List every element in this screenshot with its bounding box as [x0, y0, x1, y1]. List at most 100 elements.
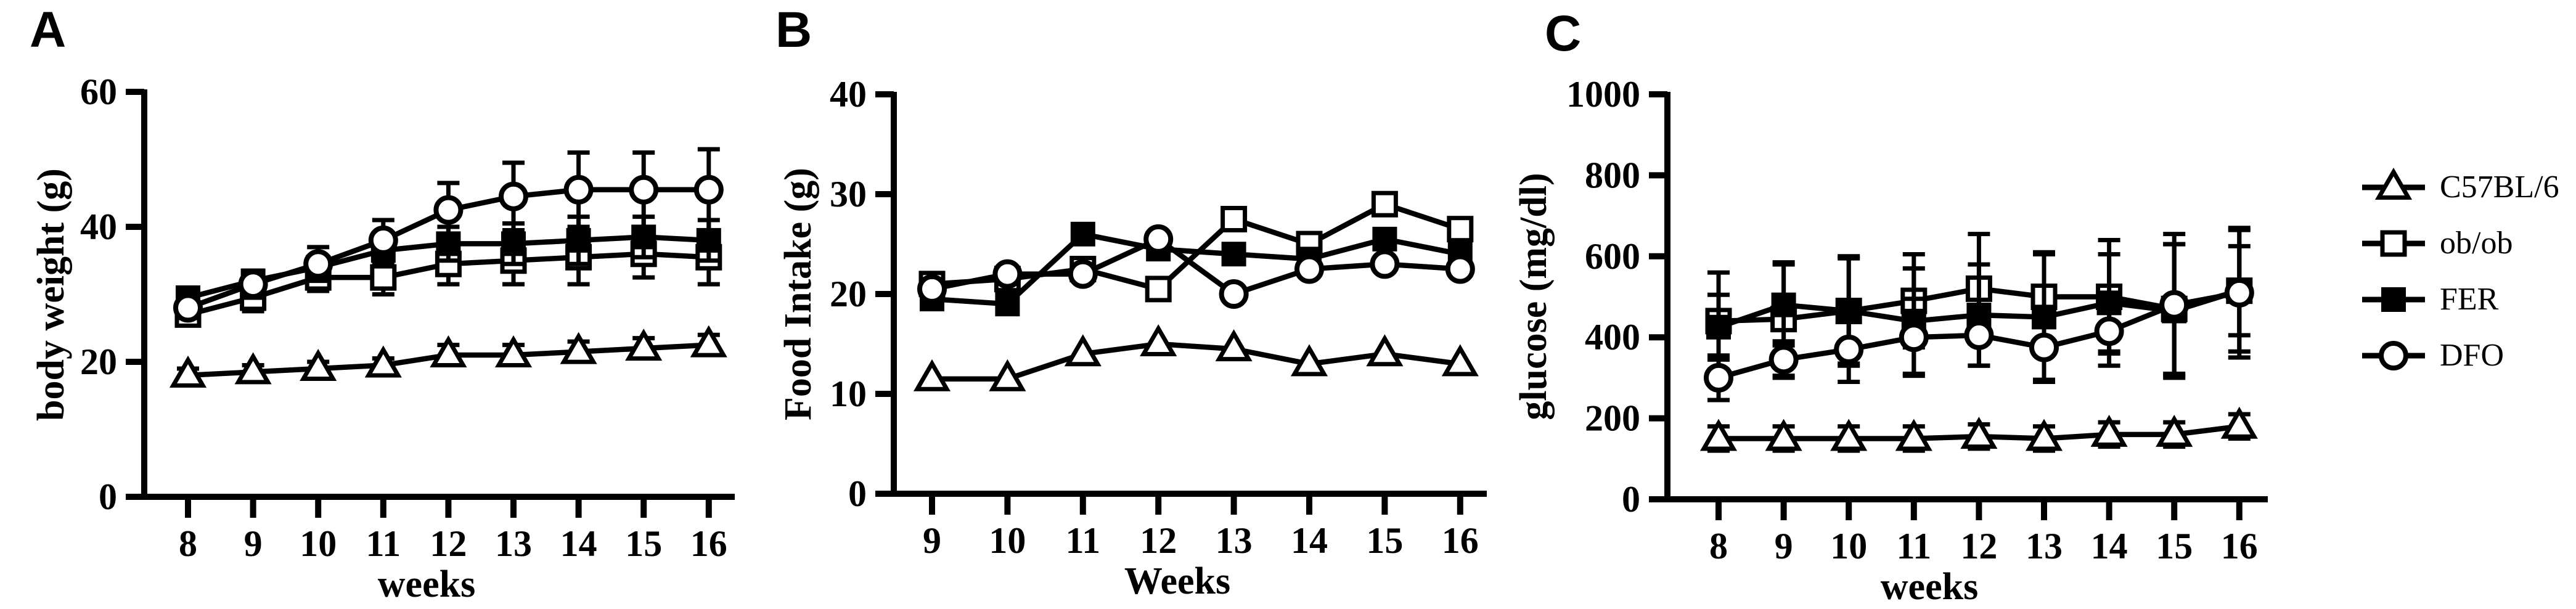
marker-circle-open	[917, 274, 947, 304]
marker-square-filled	[1706, 314, 1731, 340]
marker-circle-open	[1219, 279, 1249, 309]
y-axis-title-body-weight: body weight (g)	[30, 168, 72, 421]
y-tick-label: 20	[830, 274, 867, 314]
plot-area-body-weight: 0 20 40 60 8 9 10 11 12 13 14 15 16	[80, 72, 735, 564]
x-tick-label: 12	[430, 523, 467, 564]
x-axis-title-body-weight: weeks	[378, 563, 475, 605]
x-tick-label: 10	[989, 520, 1026, 561]
y-tick-label: 1000	[1566, 74, 1640, 115]
legend-label-fer: FER	[2440, 282, 2499, 317]
marker-circle-open	[693, 174, 724, 205]
marker-circle-open	[629, 174, 659, 205]
x-tick-label: 10	[1830, 526, 1867, 566]
y-tick-label: 30	[830, 174, 867, 215]
tick-labels: 0 10 20 30 40 9 10 11 12 13 14 15 16	[830, 74, 1479, 561]
axis-lines	[126, 89, 735, 518]
legend-marker-circle-open-icon	[2362, 341, 2425, 370]
marker-triangle-open	[364, 345, 402, 378]
x-tick-label: 9	[923, 520, 941, 561]
y-tick-label: 0	[848, 473, 867, 514]
y-axis-title-glucose: glucose (mg/dl)	[1513, 173, 1555, 420]
marker-circle-open	[1964, 320, 1994, 350]
chart-glucose: weeks glucose (mg/dl) 0 200 400 600 800 1000 8…	[1513, 74, 2268, 608]
panel-label-b: B	[775, 2, 812, 58]
y-axis-title-food-intake: Food Intake (g)	[777, 168, 819, 420]
marker-square-open	[1221, 206, 1248, 232]
marker-triangle-open	[2090, 414, 2128, 447]
marker-square-filled	[1070, 221, 1095, 247]
marker-triangle-open	[1140, 324, 1177, 356]
series-line	[931, 231, 1461, 307]
marker-triangle-open	[690, 325, 727, 358]
marker-triangle-open	[1830, 419, 1868, 451]
marker-circle-open	[303, 249, 333, 279]
marker-triangle-open	[494, 335, 533, 368]
x-tick-label: 11	[1896, 526, 1931, 566]
marker-circle-open	[1834, 334, 1864, 364]
marker-triangle-open	[913, 359, 951, 391]
legend-marker-square-open-icon	[2362, 230, 2425, 257]
legend-label-c57bl-6: C57BL/6	[2440, 170, 2559, 205]
legend-label-ob-ob: ob/ob	[2440, 226, 2513, 261]
marker-circle-open	[563, 174, 594, 205]
x-tick-label: 9	[1775, 526, 1793, 566]
marker-square-open	[2380, 230, 2407, 257]
x-tick-label: 12	[1140, 520, 1177, 561]
x-tick-label: 11	[366, 523, 401, 564]
x-tick-label: 11	[1065, 520, 1100, 561]
marker-triangle-open	[430, 335, 467, 368]
y-tick-label: 40	[830, 74, 867, 115]
panel-label-c: C	[1545, 6, 1582, 62]
marker-circle-open	[1768, 345, 1799, 375]
marker-circle-open	[1068, 259, 1098, 289]
marker-triangle-open	[1441, 344, 1479, 377]
marker-triangle-open	[2220, 406, 2258, 439]
x-tick-label: 14	[2091, 526, 2128, 566]
marker-triangle-open	[2156, 414, 2193, 447]
y-tick-label: 20	[80, 341, 117, 382]
x-tick-label: 10	[300, 523, 337, 564]
legend-marker-square-filled-icon	[2362, 287, 2425, 312]
marker-triangle-open	[625, 329, 663, 361]
marker-circle-open	[238, 269, 268, 300]
x-tick-label: 16	[690, 523, 727, 564]
series-dfo	[917, 224, 1475, 309]
marker-circle-open	[2224, 277, 2254, 308]
y-tick-label: 200	[1585, 398, 1640, 439]
marker-circle-open	[1294, 254, 1324, 284]
marker-triangle-open	[1366, 334, 1404, 367]
series-c57bl-6	[913, 324, 1479, 391]
x-tick-label: 8	[1709, 526, 1728, 566]
marker-circle-open	[1445, 254, 1475, 284]
marker-triangle-open	[1699, 419, 1738, 451]
series-dfo	[173, 147, 724, 323]
marker-circle-open	[2379, 341, 2408, 370]
y-tick-label: 60	[80, 72, 117, 112]
marker-triangle-open	[989, 359, 1026, 391]
plot-area-glucose: 0 200 400 600 800 1000 8 9 10 11 12 13 14 15 16	[1566, 74, 2268, 566]
tick-labels: 0 20 40 60 8 9 10 11 12 13 14 15 16	[80, 72, 727, 564]
marker-circle-open	[2029, 332, 2059, 362]
panel-label-a: A	[30, 2, 67, 58]
series-line	[932, 341, 1461, 382]
marker-circle-open	[1143, 224, 1174, 254]
marker-square-open	[1447, 216, 1474, 243]
legend-item-ob-ob: ob/ob	[2360, 224, 2559, 263]
series-c57bl-6	[1699, 406, 2258, 453]
marker-triangle-open	[2374, 168, 2413, 200]
x-tick-label: 15	[625, 523, 662, 564]
marker-circle-open	[499, 181, 528, 211]
marker-triangle-open	[169, 355, 207, 388]
legend-label-dfo: DFO	[2440, 338, 2504, 373]
marker-square-filled	[1221, 242, 1246, 267]
legend-item-dfo: DFO	[2360, 336, 2559, 375]
marker-triangle-open	[1765, 419, 1802, 451]
marker-circle-open	[1370, 249, 1400, 279]
legend: C57BL/6 ob/ob FER DFO	[2360, 168, 2559, 375]
marker-square-filled	[1771, 292, 1796, 317]
y-tick-label: 600	[1585, 236, 1640, 277]
marker-circle-open	[368, 225, 398, 255]
x-tick-label: 12	[1960, 526, 1997, 566]
marker-circle-open	[2094, 316, 2124, 346]
x-tick-label: 14	[560, 523, 597, 564]
